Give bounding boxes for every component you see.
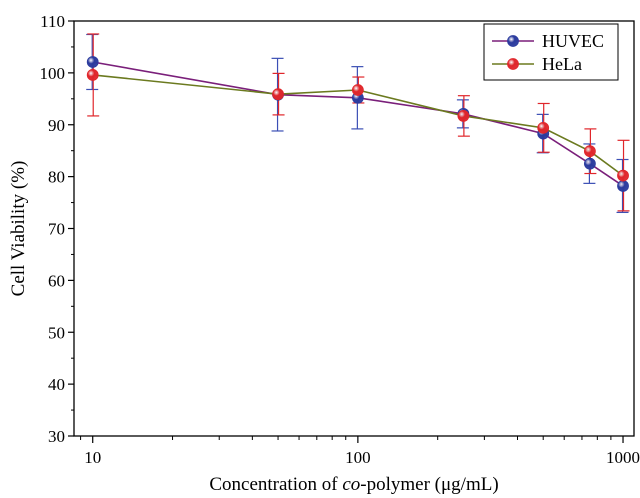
y-tick-label: 50	[48, 323, 65, 342]
series-layer	[86, 33, 630, 214]
x-tick-label: 1000	[606, 448, 640, 467]
legend-label: HeLa	[542, 54, 582, 74]
plot-frame	[73, 20, 635, 437]
y-tick-label: 100	[40, 64, 66, 83]
data-point	[617, 180, 629, 192]
legend: HUVEC HeLa	[483, 23, 619, 81]
legend-marker	[507, 58, 519, 70]
y-tick-label: 70	[48, 220, 65, 239]
y-tick-label: 60	[48, 271, 65, 290]
data-point	[86, 56, 99, 68]
legend-box	[483, 23, 619, 81]
legend-marker	[507, 35, 519, 47]
data-point	[583, 157, 596, 170]
data-point	[351, 84, 364, 96]
y-axis-title: Cell Viability (%)	[8, 161, 29, 297]
axes-layer: 30 40 50 60 70 80 90 100 110 10 100 1000	[40, 12, 640, 467]
data-point	[617, 169, 629, 182]
y-tick-label: 40	[48, 375, 65, 394]
x-tick-label: 100	[345, 448, 371, 467]
data-point	[272, 88, 284, 101]
y-tick-label: 30	[48, 427, 65, 446]
y-tick-label: 90	[48, 116, 65, 135]
x-axis-title-italic: co	[342, 474, 360, 495]
data-point	[86, 69, 99, 81]
markers-hela	[86, 69, 629, 182]
legend-label: HUVEC	[542, 31, 604, 51]
y-tick-label: 80	[48, 168, 65, 187]
y-tick-label: 110	[40, 12, 65, 31]
data-point	[537, 121, 550, 134]
x-axis-title: Concentration of co-polymer (μg/mL)	[209, 474, 498, 495]
x-tick-label: 10	[84, 448, 101, 467]
x-axis-title-part: Concentration of	[209, 474, 342, 495]
data-point	[457, 110, 470, 122]
data-point	[583, 145, 596, 158]
x-axis-title-part: -polymer (μg/mL)	[360, 474, 498, 495]
